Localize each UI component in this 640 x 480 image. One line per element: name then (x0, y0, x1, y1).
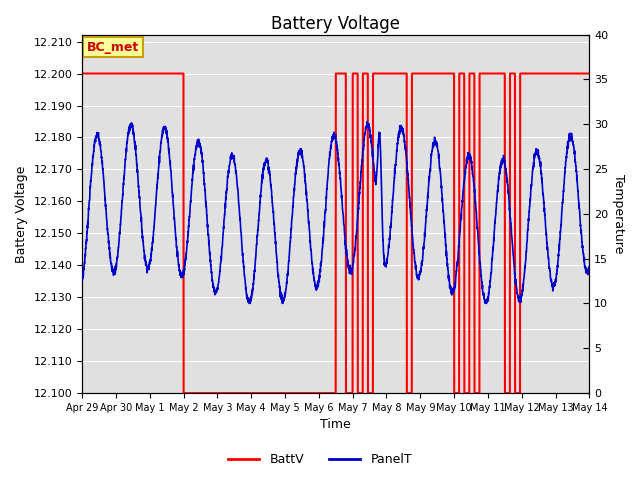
Legend: BattV, PanelT: BattV, PanelT (223, 448, 417, 471)
Y-axis label: Battery Voltage: Battery Voltage (15, 165, 28, 263)
Title: Battery Voltage: Battery Voltage (271, 15, 400, 33)
Text: BC_met: BC_met (87, 41, 140, 54)
X-axis label: Time: Time (321, 419, 351, 432)
Y-axis label: Temperature: Temperature (612, 174, 625, 253)
